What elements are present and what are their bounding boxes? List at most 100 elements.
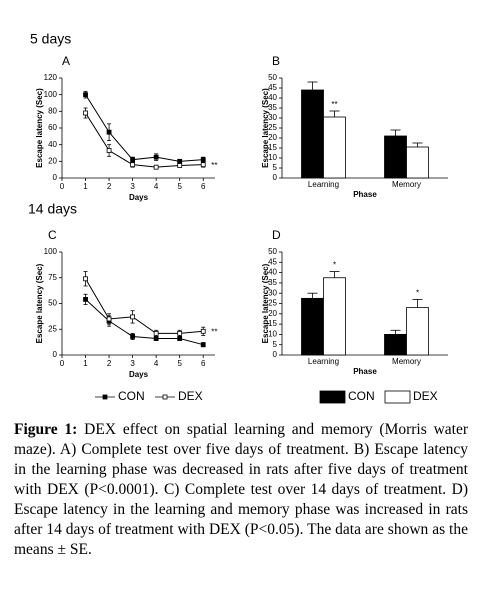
x-axis-label: Days (129, 193, 149, 202)
marker (153, 330, 159, 336)
marker (153, 336, 159, 341)
panel-label: C (48, 228, 57, 242)
marker (83, 92, 88, 98)
y-tick-label: 100 (44, 90, 58, 99)
x-tick-label: 3 (130, 359, 135, 368)
y-axis-label: Escape latency (Sec) (261, 88, 270, 168)
x-tick-label: Memory (392, 357, 421, 366)
marker (83, 110, 88, 116)
y-tick-label: 5 (273, 340, 278, 349)
annotation: ** (211, 327, 217, 336)
caption: Figure 1: DEX effect on spatial learning… (14, 420, 468, 560)
y-tick-label: 5 (273, 163, 278, 172)
y-tick-label: 40 (268, 93, 277, 102)
y-tick-label: 15 (268, 143, 277, 152)
y-tick-label: 25 (268, 299, 277, 308)
y-axis-label: Escape latency (Sec) (35, 263, 44, 343)
marker (83, 276, 88, 282)
y-tick-label: 35 (268, 103, 277, 112)
x-tick-label: 6 (201, 182, 206, 191)
marker (200, 162, 206, 168)
bar (323, 116, 346, 179)
y-tick-label: 25 (48, 324, 57, 333)
panel-label: A (62, 54, 70, 68)
bar (301, 297, 324, 356)
legend-swatch (384, 390, 411, 404)
annotation: ** (211, 161, 217, 170)
marker (200, 328, 206, 334)
bar (384, 333, 407, 356)
legend-label: DEX (413, 389, 438, 403)
annotation: * (333, 261, 336, 270)
bar (323, 277, 346, 356)
marker (106, 129, 112, 135)
y-tick-label: 0 (53, 350, 58, 359)
marker (83, 296, 88, 302)
marker (130, 314, 136, 320)
marker (130, 162, 136, 168)
y-axis-label: Escape latency (Sec) (261, 263, 270, 343)
annotation: * (416, 288, 419, 297)
x-tick-label: 6 (201, 359, 206, 368)
x-tick-label: Memory (392, 180, 421, 189)
x-tick-label: 2 (107, 359, 112, 368)
y-tick-label: 0 (53, 173, 58, 182)
bar (406, 307, 429, 356)
marker (106, 148, 112, 153)
x-tick-label: Learning (308, 357, 339, 366)
y-tick-label: 40 (268, 268, 277, 277)
legend-marker (102, 394, 108, 400)
x-tick-label: 1 (83, 359, 88, 368)
marker (177, 330, 183, 336)
y-tick-label: 25 (268, 123, 277, 132)
y-tick-label: 10 (268, 330, 277, 339)
x-tick-label: 5 (177, 182, 182, 191)
y-tick-label: 0 (273, 173, 278, 182)
panel-label: D (272, 228, 281, 242)
marker (177, 336, 183, 341)
marker (130, 334, 136, 339)
y-tick-label: 0 (273, 350, 278, 359)
x-tick-label: Learning (308, 180, 339, 189)
legend-label: CON (348, 389, 375, 403)
marker (106, 316, 112, 322)
y-tick-label: 50 (268, 73, 277, 82)
legend-label: DEX (178, 389, 203, 403)
marker (153, 164, 159, 170)
y-tick-label: 35 (268, 278, 277, 287)
y-tick-label: 80 (48, 106, 57, 115)
x-tick-label: 2 (107, 182, 112, 191)
y-tick-label: 50 (48, 299, 57, 308)
x-tick-label: 0 (60, 182, 65, 191)
y-axis-label: Escape latency (Sec) (35, 88, 44, 168)
x-tick-label: 0 (60, 359, 65, 368)
marker (153, 154, 159, 160)
bar (384, 135, 407, 179)
series-line (85, 94, 204, 162)
y-tick-label: 100 (44, 247, 58, 256)
y-tick-label: 20 (268, 133, 277, 142)
x-axis-label: Days (129, 370, 149, 379)
y-tick-label: 45 (268, 83, 277, 92)
marker (200, 157, 206, 163)
marker (177, 163, 183, 168)
bar (406, 146, 429, 179)
group-label: 5 days (30, 31, 71, 47)
y-tick-label: 40 (48, 140, 57, 149)
series-line (85, 278, 204, 334)
series-line (85, 299, 204, 346)
marker (130, 157, 136, 163)
y-tick-label: 60 (48, 123, 57, 132)
x-tick-label: 3 (130, 182, 135, 191)
caption-label: Figure 1: (14, 421, 78, 438)
x-tick-label: 4 (154, 182, 159, 191)
y-tick-label: 10 (268, 153, 277, 162)
legend-marker (162, 394, 168, 400)
x-tick-label: 4 (154, 359, 159, 368)
x-tick-label: 5 (177, 359, 182, 368)
y-tick-label: 20 (48, 156, 57, 165)
marker (177, 158, 183, 164)
x-axis-label: Phase (353, 367, 377, 376)
